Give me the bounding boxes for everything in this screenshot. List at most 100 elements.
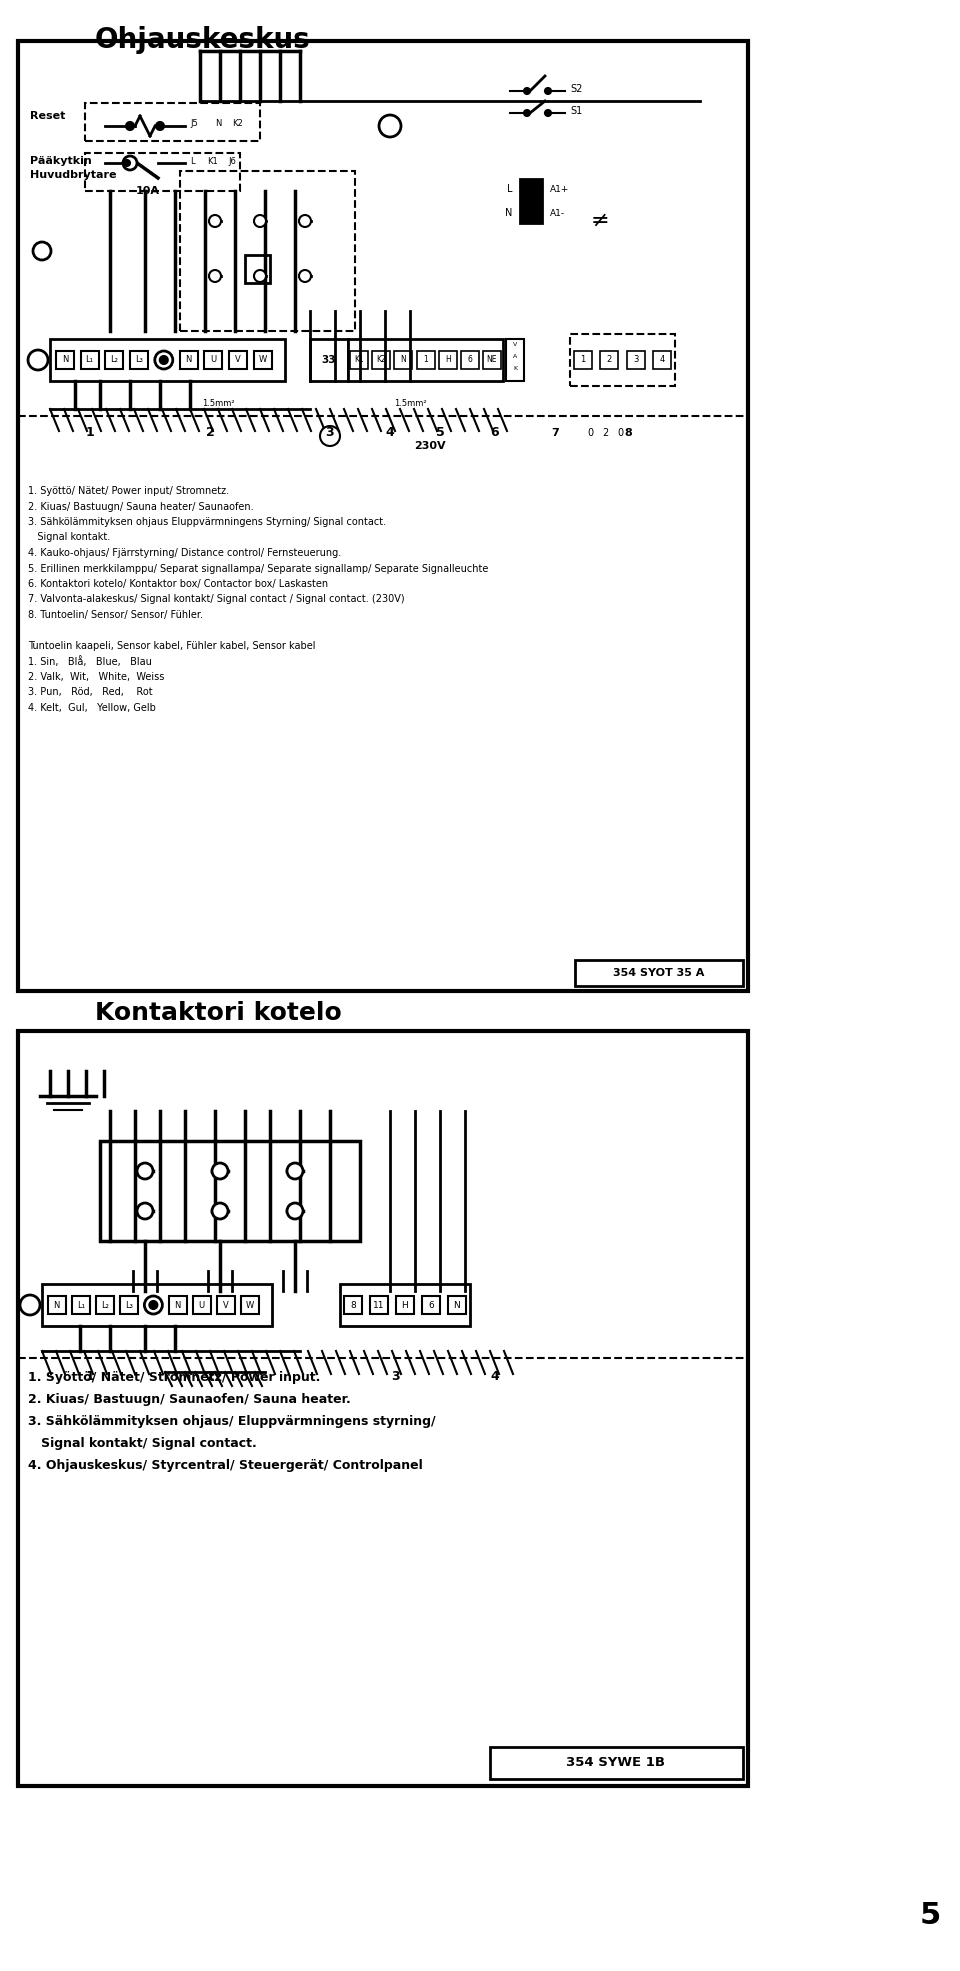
Text: 354 SYOT 35 A: 354 SYOT 35 A — [613, 968, 705, 978]
Bar — [100, 1141, 360, 1242]
Text: K2: K2 — [376, 355, 386, 365]
Bar — [627, 351, 644, 369]
Text: A1+: A1+ — [550, 185, 569, 193]
Bar — [180, 351, 198, 369]
Text: Tuntoelin kaapeli, Sensor kabel, Fühler kabel, Sensor kabel: Tuntoelin kaapeli, Sensor kabel, Fühler … — [28, 641, 316, 650]
Text: Kontaktori kotelo: Kontaktori kotelo — [95, 1001, 342, 1025]
Bar — [81, 351, 99, 369]
Text: H: H — [444, 355, 450, 365]
Bar — [96, 1297, 114, 1315]
Circle shape — [137, 1163, 153, 1179]
Text: V: V — [235, 355, 241, 365]
Text: 6: 6 — [468, 355, 472, 365]
Bar — [50, 339, 285, 380]
Circle shape — [156, 122, 164, 130]
Bar — [370, 1297, 388, 1315]
Text: L₃: L₃ — [135, 355, 143, 365]
Bar — [245, 254, 270, 284]
Circle shape — [320, 426, 340, 445]
Text: K2: K2 — [232, 118, 243, 128]
Text: L₃: L₃ — [125, 1301, 133, 1309]
Text: L₂: L₂ — [110, 355, 118, 365]
Circle shape — [287, 1163, 303, 1179]
Circle shape — [33, 242, 51, 260]
Bar — [120, 1297, 138, 1315]
Text: 1. Syöttö/ Nätet/ Power input/ Stromnetz.: 1. Syöttö/ Nätet/ Power input/ Stromnetz… — [28, 487, 229, 497]
Text: L₁: L₁ — [85, 355, 93, 365]
Text: N: N — [61, 355, 68, 365]
Text: 3. Pun,   Röd,   Red,    Rot: 3. Pun, Röd, Red, Rot — [28, 688, 153, 698]
Bar — [417, 351, 435, 369]
Bar — [56, 351, 74, 369]
Text: K1: K1 — [207, 156, 218, 166]
Bar — [204, 351, 223, 369]
Circle shape — [123, 156, 137, 170]
Text: 3: 3 — [633, 355, 638, 365]
Circle shape — [212, 1202, 228, 1218]
Text: 230V: 230V — [414, 442, 445, 451]
Text: 2. Kiuas/ Bastuugn/ Sauna heater/ Saunaofen.: 2. Kiuas/ Bastuugn/ Sauna heater/ Saunao… — [28, 501, 253, 512]
Text: L₁: L₁ — [77, 1301, 84, 1309]
Text: 7. Valvonta-alakeskus/ Signal kontakt/ Signal contact / Signal contact. (230V): 7. Valvonta-alakeskus/ Signal kontakt/ S… — [28, 595, 404, 605]
Text: Reset: Reset — [30, 110, 65, 120]
Text: 5: 5 — [920, 1902, 941, 1930]
Text: 354 SYWE 1B: 354 SYWE 1B — [566, 1756, 665, 1770]
Text: 3. Sähkölämmityksen ohjaus/ Eluppvärmningens styrning/: 3. Sähkölämmityksen ohjaus/ Eluppvärmnin… — [28, 1415, 436, 1429]
Text: 1: 1 — [423, 355, 428, 365]
Text: Huvudbrytare: Huvudbrytare — [30, 170, 116, 179]
Bar — [653, 351, 671, 369]
Text: 10A: 10A — [136, 185, 160, 195]
Bar — [241, 1297, 259, 1315]
Text: 2: 2 — [607, 355, 612, 365]
Bar — [130, 351, 148, 369]
Text: N: N — [54, 1301, 60, 1309]
Bar — [570, 333, 675, 386]
Text: 4: 4 — [660, 355, 664, 365]
Text: 8. Tuntoelin/ Sensor/ Sensor/ Fühler.: 8. Tuntoelin/ Sensor/ Sensor/ Fühler. — [28, 609, 203, 621]
Text: 1. Sin,   Blå,   Blue,   Blau: 1. Sin, Blå, Blue, Blau — [28, 656, 152, 668]
Text: 2: 2 — [205, 1370, 214, 1382]
Text: 1: 1 — [581, 355, 586, 365]
Circle shape — [524, 89, 530, 95]
Text: 4: 4 — [491, 1370, 499, 1382]
Circle shape — [150, 1301, 157, 1309]
Text: Signal kontakt/ Signal contact.: Signal kontakt/ Signal contact. — [28, 1437, 256, 1451]
Bar — [180, 171, 355, 331]
Text: 1.5mm²: 1.5mm² — [202, 398, 234, 408]
Text: 4: 4 — [386, 426, 395, 440]
Circle shape — [137, 1202, 153, 1218]
Circle shape — [254, 215, 266, 227]
Bar — [395, 351, 413, 369]
Bar — [344, 1297, 362, 1315]
Bar — [85, 102, 260, 142]
Bar — [600, 351, 618, 369]
Text: 1: 1 — [85, 426, 94, 440]
Bar — [169, 1297, 186, 1315]
Circle shape — [126, 122, 134, 130]
Bar — [217, 1297, 235, 1315]
Text: V: V — [513, 343, 517, 347]
Text: 5: 5 — [436, 426, 444, 440]
Text: Pääkytkin: Pääkytkin — [30, 156, 92, 166]
Circle shape — [155, 351, 173, 369]
Text: Ohjauskeskus: Ohjauskeskus — [95, 26, 311, 53]
Text: S2: S2 — [570, 85, 583, 95]
Circle shape — [545, 110, 551, 116]
Bar — [396, 1297, 414, 1315]
Text: 6: 6 — [491, 426, 499, 440]
Text: 4. Kauko-ohjaus/ Fjärrstyrning/ Distance control/ Fernsteuerung.: 4. Kauko-ohjaus/ Fjärrstyrning/ Distance… — [28, 548, 341, 558]
Text: A: A — [513, 355, 517, 359]
Text: N: N — [505, 209, 512, 219]
Text: 1: 1 — [85, 1370, 94, 1382]
Circle shape — [524, 110, 530, 116]
Bar — [229, 351, 247, 369]
Bar — [520, 179, 542, 223]
Text: U: U — [199, 1301, 204, 1309]
Text: 3: 3 — [325, 426, 334, 440]
Bar — [350, 351, 368, 369]
Text: S1: S1 — [570, 106, 583, 116]
Text: NE: NE — [487, 355, 497, 365]
Text: J5: J5 — [190, 118, 198, 128]
Text: J6: J6 — [228, 156, 236, 166]
Circle shape — [209, 215, 221, 227]
